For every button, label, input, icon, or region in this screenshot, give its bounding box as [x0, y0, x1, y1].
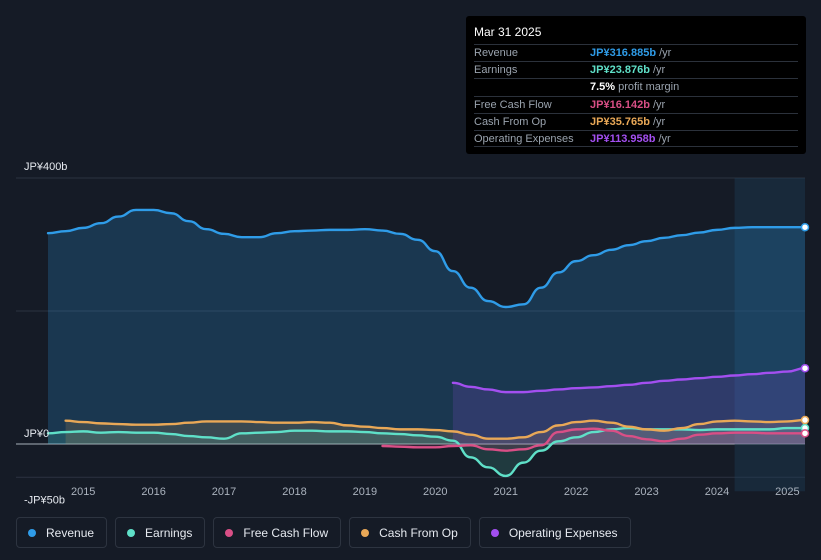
- tooltip-unit: /yr: [652, 98, 666, 111]
- tooltip-value: JP¥316.885b: [590, 47, 657, 60]
- x-tick-label: 2021: [493, 486, 517, 498]
- y-tick-label: JP¥400b: [24, 161, 67, 173]
- series-end-markers: [800, 222, 810, 438]
- tooltip-label: Earnings: [474, 64, 518, 77]
- tooltip-row-cash-from-op: Cash From Op JP¥35.765b /yr: [474, 112, 798, 130]
- x-axis-labels: 2015 2016 2017 2018 2019 2020 2021 2022 2023 2024…: [71, 486, 800, 498]
- chart-legend: Revenue Earnings Free Cash Flow Cash Fro…: [16, 517, 631, 549]
- tooltip-label: Revenue: [474, 47, 519, 60]
- tooltip-row-revenue: Revenue JP¥316.885b /yr: [474, 44, 798, 61]
- y-tick-label: JP¥0: [24, 428, 49, 440]
- x-tick-label: 2020: [423, 486, 447, 498]
- x-tick-label: 2025: [775, 486, 799, 498]
- line-earnings: [46, 426, 807, 478]
- end-marker-operating-expenses: [800, 363, 810, 373]
- legend-label: Free Cash Flow: [243, 525, 329, 540]
- x-tick-label: 2024: [705, 486, 729, 498]
- legend-label: Revenue: [46, 525, 95, 540]
- tooltip-unit: /yr: [659, 47, 672, 60]
- legend-dot-icon: [28, 528, 36, 537]
- legend-item-free-cash-flow[interactable]: Free Cash Flow: [213, 517, 342, 548]
- tooltip-value: JP¥16.142b: [590, 98, 650, 111]
- y-axis-labels: JP¥400b JP¥0 -JP¥50b: [24, 161, 67, 506]
- tooltip-row-earnings: Earnings JP¥23.876b /yr: [474, 61, 798, 78]
- tooltip-row-profit-margin: 7.5% profit margin: [474, 78, 798, 95]
- area-cash-from-op: [65, 420, 805, 444]
- x-tick-label: 2015: [71, 486, 95, 498]
- gridlines: [16, 177, 805, 478]
- legend-dot-icon: [225, 528, 234, 537]
- legend-item-earnings[interactable]: Earnings: [115, 517, 206, 548]
- tooltip-label: Free Cash Flow: [474, 98, 552, 111]
- legend-item-cash-from-op[interactable]: Cash From Op: [349, 517, 471, 548]
- y-tick-label: -JP¥50b: [24, 494, 65, 506]
- tooltip-date: Mar 31 2025: [474, 25, 542, 39]
- tooltip-value: JP¥113.958b: [590, 132, 656, 145]
- legend-label: Earnings: [145, 525, 193, 540]
- tooltip-label: Cash From Op: [474, 115, 547, 128]
- x-tick-label: 2016: [141, 486, 165, 498]
- legend-dot-icon: [490, 528, 499, 537]
- tooltip-unit: profit margin: [618, 81, 680, 94]
- line-operating-expenses: [451, 366, 807, 394]
- area-operating-expenses: [452, 368, 805, 444]
- tooltip-row-free-cash-flow: Free Cash Flow JP¥16.142b /yr: [474, 95, 798, 113]
- x-tick-label: 2019: [353, 486, 377, 498]
- line-cash-from-op: [64, 418, 807, 440]
- line-free-cash-flow: [381, 427, 807, 452]
- tooltip-value: JP¥23.876b: [590, 64, 650, 77]
- end-marker-free-cash-flow: [800, 429, 810, 438]
- data-tooltip: Mar 31 2025 Revenue JP¥316.885b /yr Earn…: [466, 16, 806, 154]
- legend-dot-icon: [361, 528, 370, 537]
- legend-label: Operating Expenses: [508, 525, 618, 540]
- x-tick-label: 2022: [564, 486, 588, 498]
- x-tick-label: 2018: [282, 486, 306, 498]
- tooltip-unit: /yr: [658, 132, 671, 145]
- series-lines: [46, 208, 807, 478]
- tooltip-unit: /yr: [652, 115, 666, 128]
- legend-item-revenue[interactable]: Revenue: [16, 517, 108, 548]
- line-revenue: [46, 208, 807, 309]
- end-marker-revenue: [800, 222, 810, 232]
- end-marker-cash-from-op: [800, 415, 810, 425]
- forecast-highlight-band: [734, 178, 805, 492]
- legend-label: Cash From Op: [379, 525, 458, 540]
- legend-item-operating-expenses[interactable]: Operating Expenses: [478, 517, 631, 548]
- area-free-cash-flow: [382, 428, 805, 451]
- x-tick-label: 2023: [634, 486, 658, 498]
- tooltip-label: Operating Expenses: [474, 132, 574, 145]
- area-earnings: [48, 428, 805, 476]
- legend-dot-icon: [127, 528, 136, 537]
- x-tick-label: 2017: [212, 486, 236, 498]
- tooltip-row-operating-expenses: Operating Expenses JP¥113.958b /yr: [474, 129, 798, 148]
- tooltip-value: 7.5%: [590, 81, 616, 94]
- tooltip-unit: /yr: [652, 64, 666, 77]
- tooltip-value: JP¥35.765b: [590, 115, 650, 128]
